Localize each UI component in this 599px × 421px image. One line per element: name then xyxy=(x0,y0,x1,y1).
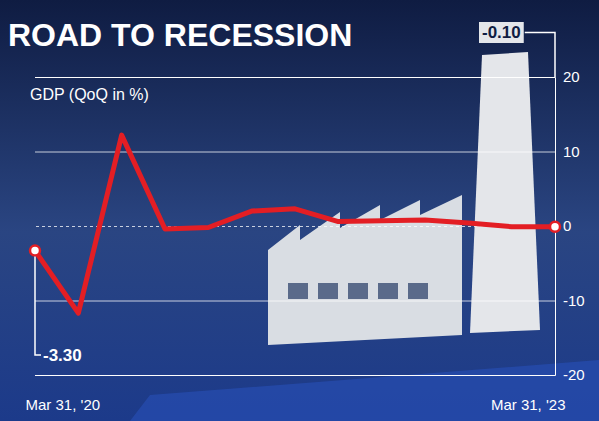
tick-label: 20 xyxy=(563,68,580,85)
factory-illustration xyxy=(130,52,599,421)
end-point xyxy=(30,246,40,256)
axis-line xyxy=(35,78,556,376)
tick-label: -10 xyxy=(563,292,585,309)
grid-line xyxy=(35,375,555,376)
gdp-line xyxy=(35,135,555,313)
window xyxy=(318,283,338,299)
chimney xyxy=(470,52,540,333)
window xyxy=(288,283,308,299)
flag xyxy=(130,360,599,421)
x-axis: Mar 31, '20 Mar 31, '23 xyxy=(26,396,566,413)
tick-label: Mar 31, '23 xyxy=(491,396,566,413)
annotation: -3.30 xyxy=(43,346,82,365)
window xyxy=(408,283,428,299)
subtitle: GDP (QoQ in %) xyxy=(30,86,149,103)
y-axis: -20 -10 0 10 20 xyxy=(35,68,585,383)
tick-label: -20 xyxy=(563,366,585,383)
annotation-leader xyxy=(525,33,555,78)
chart: -20 -10 0 10 20 Mar 31, '20 Mar 31, '23 ROAD TO… xyxy=(0,0,599,421)
factory xyxy=(268,195,462,345)
tick-label: 10 xyxy=(563,143,580,160)
tick: Mar 31, '20 xyxy=(26,396,101,413)
end-point xyxy=(550,222,560,232)
plot-area xyxy=(30,135,560,313)
annotation-bg xyxy=(479,22,524,43)
tick: -10 xyxy=(35,292,585,309)
tick: 20 xyxy=(35,68,580,85)
grid-line xyxy=(35,301,555,302)
annotation: -0.10 xyxy=(482,23,521,42)
annotation-leader xyxy=(35,257,41,355)
window xyxy=(348,283,368,299)
title: ROAD TO RECESSION xyxy=(8,17,352,53)
grid-line xyxy=(35,77,555,78)
tick: -20 xyxy=(35,366,585,383)
background xyxy=(0,0,599,421)
tick-label: 0 xyxy=(563,217,571,234)
tick-label: Mar 31, '20 xyxy=(26,396,101,413)
grid-line xyxy=(35,152,555,153)
tick: Mar 31, '23 xyxy=(491,396,566,413)
window xyxy=(378,283,398,299)
